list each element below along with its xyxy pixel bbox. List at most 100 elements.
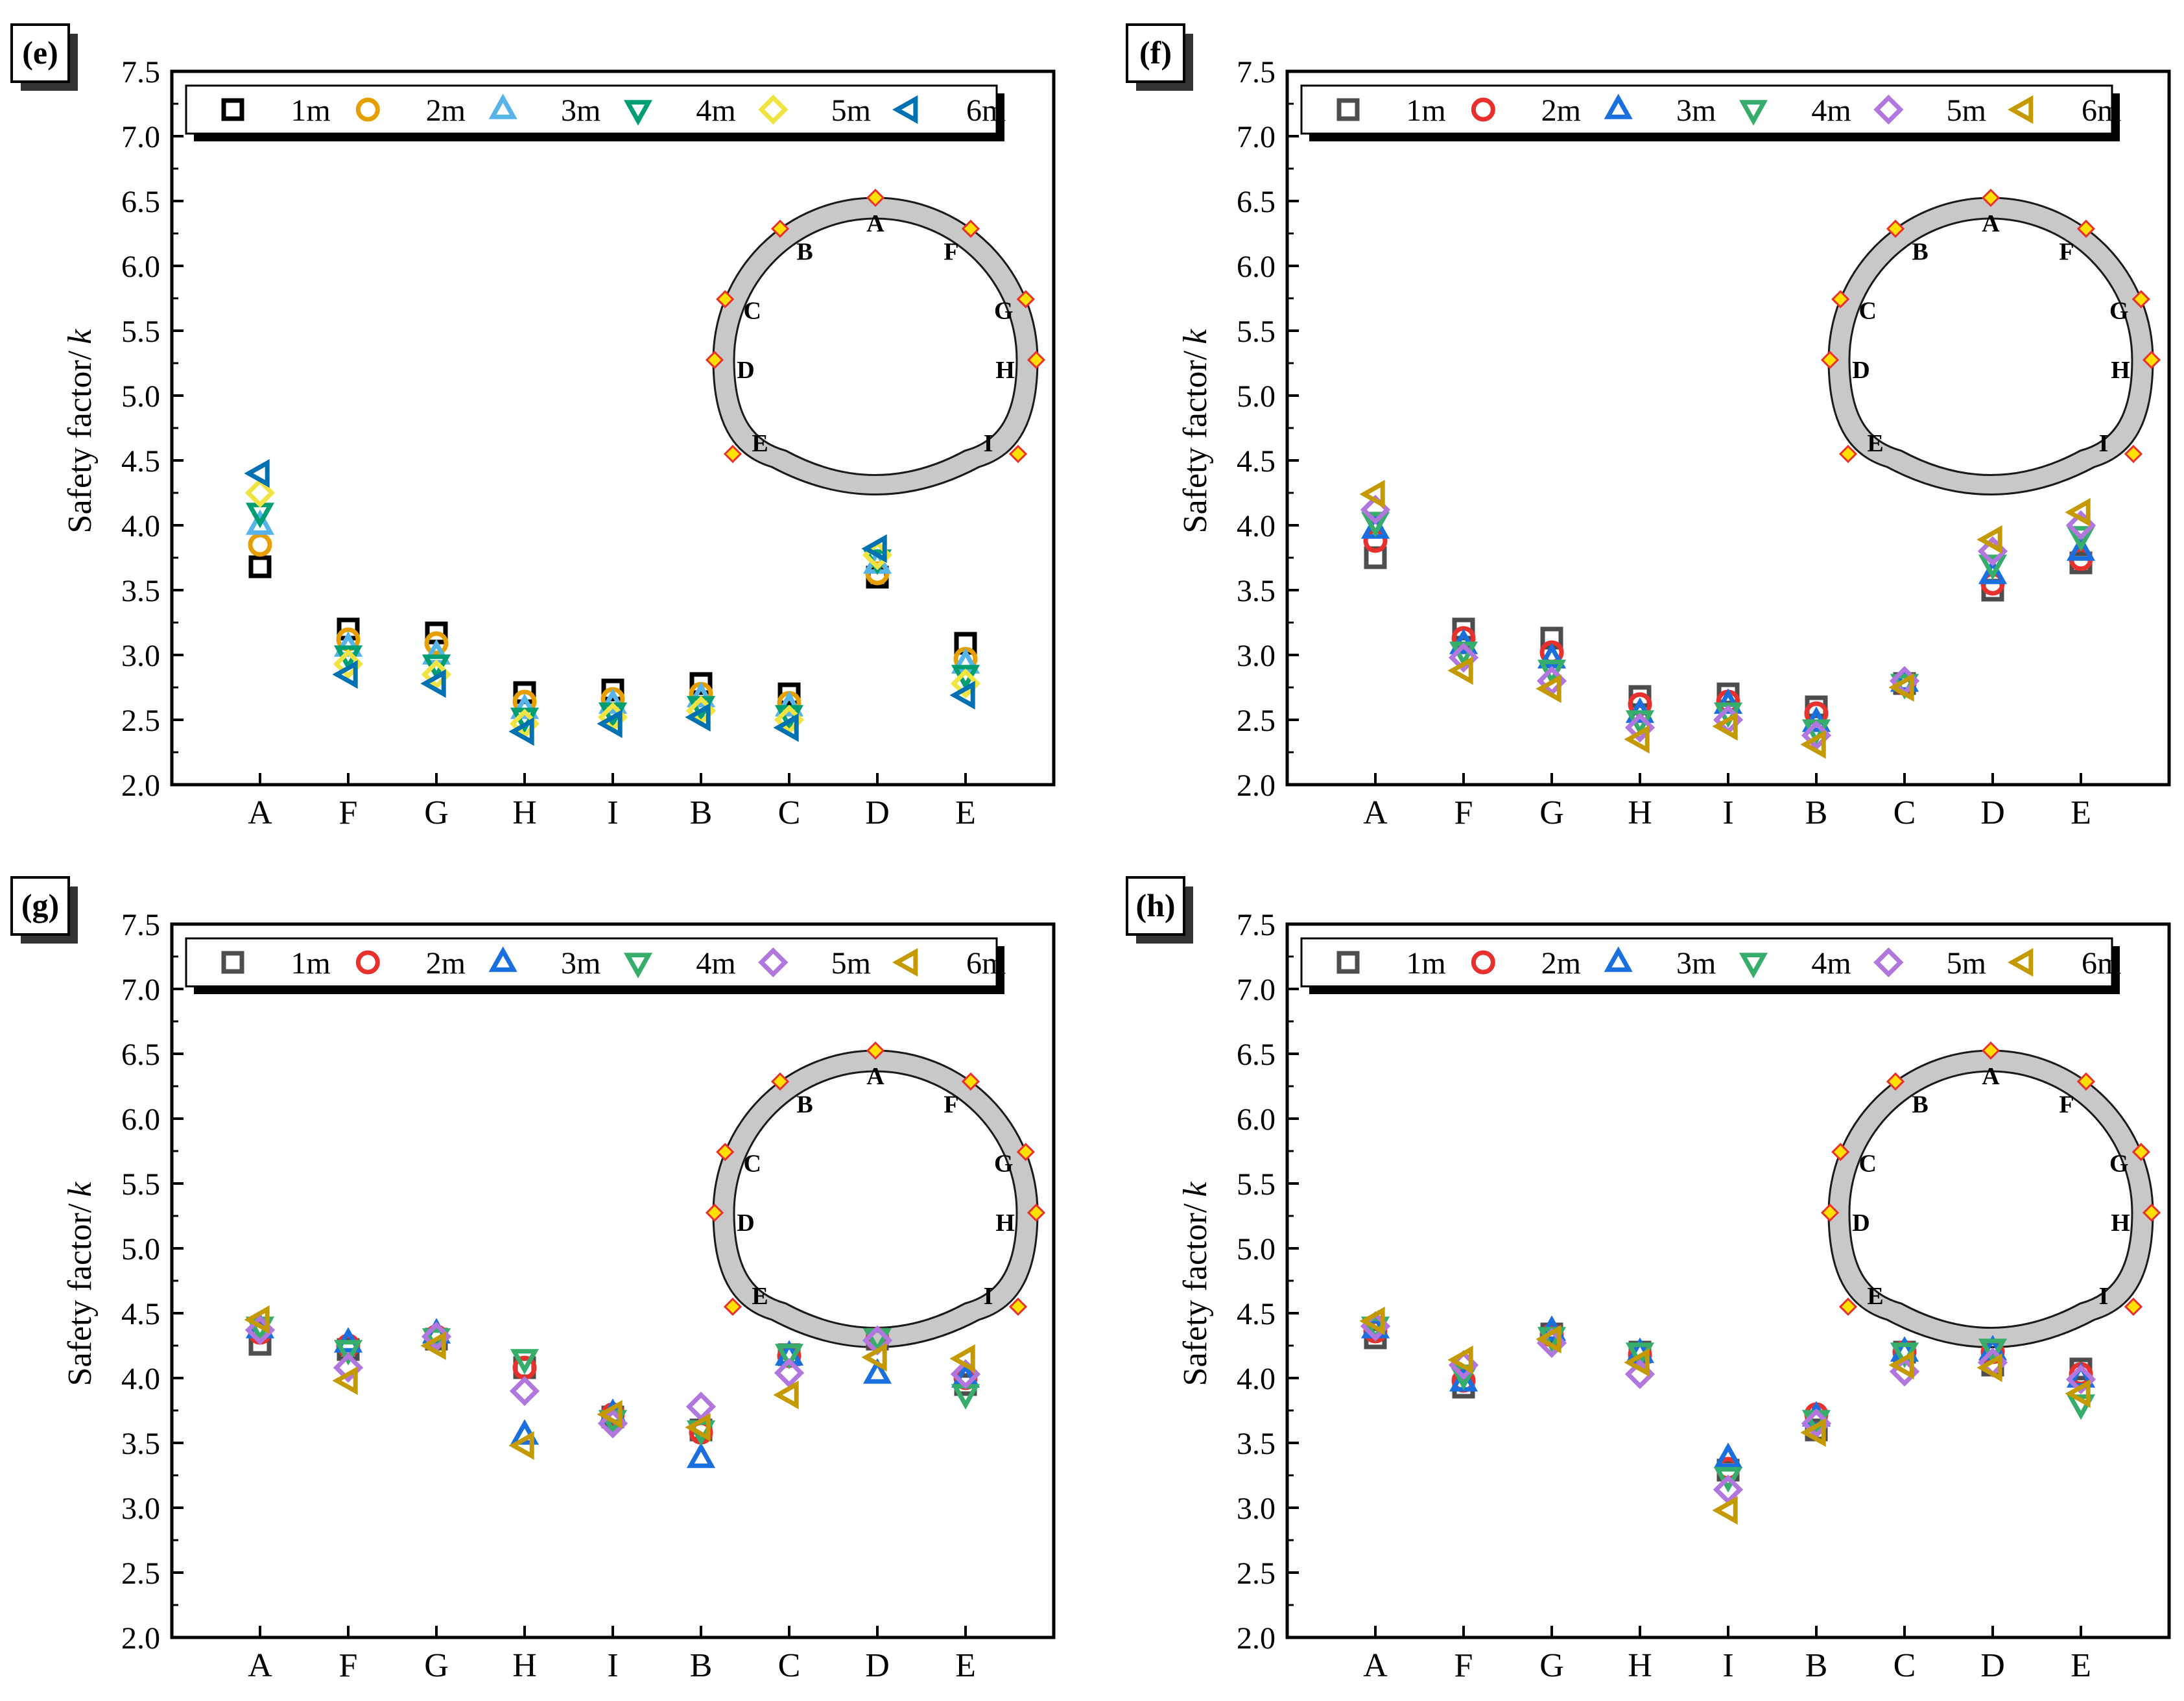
- data-point: [332, 1366, 358, 1396]
- chart-panel-0: (e) 2.0 2.5 3.0 3.5 4.0 4.5 5.0 5.5 6.0 6.5 7.0 7.5 A…: [10, 23, 1056, 831]
- data-point: [597, 1399, 623, 1429]
- data-point: [1447, 656, 1473, 685]
- data-point: [2065, 1364, 2096, 1395]
- x-tick-label: C: [778, 794, 801, 831]
- inset-point-G: [2131, 290, 2150, 309]
- inset-point-A: [866, 188, 885, 208]
- legend-marker-4m: [1739, 953, 1768, 979]
- inset-label-B: B: [796, 239, 813, 266]
- data-point: [1978, 554, 2008, 580]
- series-1m: [1364, 1322, 2093, 1482]
- inset-label-A: A: [1982, 1063, 2000, 1090]
- x-tick-label: E: [955, 794, 976, 831]
- series-3m: [245, 509, 980, 719]
- x-tick-label: A: [248, 1647, 272, 1684]
- data-point: [1359, 479, 1385, 509]
- inset-point-G: [1016, 290, 1035, 309]
- data-point: [2065, 1379, 2091, 1409]
- y-tick-label: 7.5: [1237, 908, 1276, 942]
- legend-marker-6m: [2008, 95, 2034, 125]
- inset-label-I: I: [984, 430, 993, 457]
- inset-point-I: [2124, 444, 2143, 464]
- series-1m: [248, 555, 977, 706]
- x-tick-label: D: [1980, 794, 2005, 831]
- inset-point-I: [1008, 444, 1028, 464]
- x-tick-label: G: [1539, 1647, 1564, 1684]
- plot-frame: [1285, 69, 2171, 787]
- y-tick-label: 5.0: [1237, 1232, 1276, 1267]
- inset-point-D: [1820, 350, 1840, 370]
- legend-entry-4m: 4m: [696, 93, 735, 128]
- x-tick-label: B: [1805, 794, 1828, 831]
- legend-marker-3m: [1604, 946, 1633, 972]
- data-point: [510, 1349, 540, 1375]
- inset-point-B: [1886, 1072, 1905, 1091]
- y-tick-label: 2.5: [1237, 1556, 1276, 1591]
- panel-badge: [1126, 876, 1185, 936]
- data-point: [244, 458, 270, 488]
- x-tick-label: C: [1893, 1647, 1916, 1684]
- data-point: [1536, 674, 1561, 704]
- inset-label-G: G: [2109, 1150, 2129, 1177]
- data-point: [420, 1331, 446, 1361]
- legend-entry-2m: 2m: [426, 946, 466, 981]
- inset-point-C: [716, 1143, 735, 1161]
- data-point: [508, 717, 534, 746]
- data-point: [332, 660, 358, 689]
- y-tick-label: 2.0: [1237, 768, 1276, 803]
- inset-label-F: F: [2059, 239, 2074, 266]
- inset-label-H: H: [995, 1209, 1015, 1237]
- inset-point-G: [2131, 1143, 2150, 1161]
- y-tick-label: 7.0: [1237, 120, 1276, 154]
- inset-point-F: [2076, 1072, 2096, 1091]
- inset-point-I: [1008, 1297, 1028, 1316]
- inset-point-F: [961, 219, 980, 238]
- data-point: [773, 713, 799, 743]
- y-tick-label: 3.0: [1237, 1492, 1276, 1526]
- y-tick-label: 3.0: [121, 1492, 160, 1526]
- legend-marker-3m: [488, 93, 517, 119]
- data-point: [950, 668, 981, 699]
- x-tick-label: D: [1980, 1647, 2005, 1684]
- legend-entry-2m: 2m: [1541, 93, 1581, 128]
- y-tick-label: 4.0: [1237, 1362, 1276, 1396]
- inset-label-H: H: [2111, 357, 2130, 384]
- inset-label-E: E: [752, 430, 768, 457]
- inset-label-D: D: [737, 357, 754, 384]
- data-point: [509, 1375, 540, 1407]
- inset-point-G: [1016, 1143, 1035, 1161]
- plot-frame: [170, 922, 1056, 1639]
- inset-point-B: [1886, 219, 1905, 238]
- data-point: [598, 688, 628, 714]
- y-tick-label: 4.5: [121, 1297, 160, 1331]
- chart-panel-2: (g) 2.0 2.5 3.0 3.5 4.0 4.5 5.0 5.5 6.0 6.5 7.0 7.5 A…: [10, 876, 1056, 1684]
- y-axis-label-symbol: k: [62, 329, 99, 344]
- x-tick-label: F: [1454, 1647, 1473, 1684]
- y-tick-label: 7.5: [121, 908, 160, 942]
- tunnel-inset: A B F C G D H E I: [1820, 188, 2161, 495]
- legend-entry-6m: 6m: [966, 946, 1006, 981]
- legend-entry-2m: 2m: [1541, 946, 1581, 981]
- legend-entry-5m: 5m: [1947, 93, 1986, 128]
- legend-marker-5m: [758, 947, 789, 978]
- data-point: [1536, 1324, 1561, 1354]
- y-tick-label: 5.5: [121, 1167, 160, 1202]
- x-tick-label: G: [424, 794, 449, 831]
- data-point: [248, 555, 272, 578]
- inset-label-A: A: [866, 210, 884, 237]
- data-point: [774, 1344, 804, 1370]
- legend-entry-4m: 4m: [1811, 93, 1851, 128]
- chart-panel-3: (h) 2.0 2.5 3.0 3.5 4.0 4.5 5.0 5.5 6.0 6.5 7.0 7.5 A…: [1126, 876, 2171, 1684]
- legend-entry-4m: 4m: [696, 946, 735, 981]
- legend-entry-3m: 3m: [1676, 93, 1716, 128]
- data-point: [949, 680, 975, 710]
- inset-label-I: I: [2099, 430, 2109, 457]
- x-tick-label: I: [1722, 794, 1733, 831]
- x-tick-label: F: [339, 794, 358, 831]
- data-point: [1976, 525, 2002, 554]
- legend-marker-6m: [2008, 947, 2034, 977]
- data-point: [685, 702, 711, 732]
- inset-point-A: [1981, 188, 2000, 208]
- data-point: [1712, 1495, 1738, 1525]
